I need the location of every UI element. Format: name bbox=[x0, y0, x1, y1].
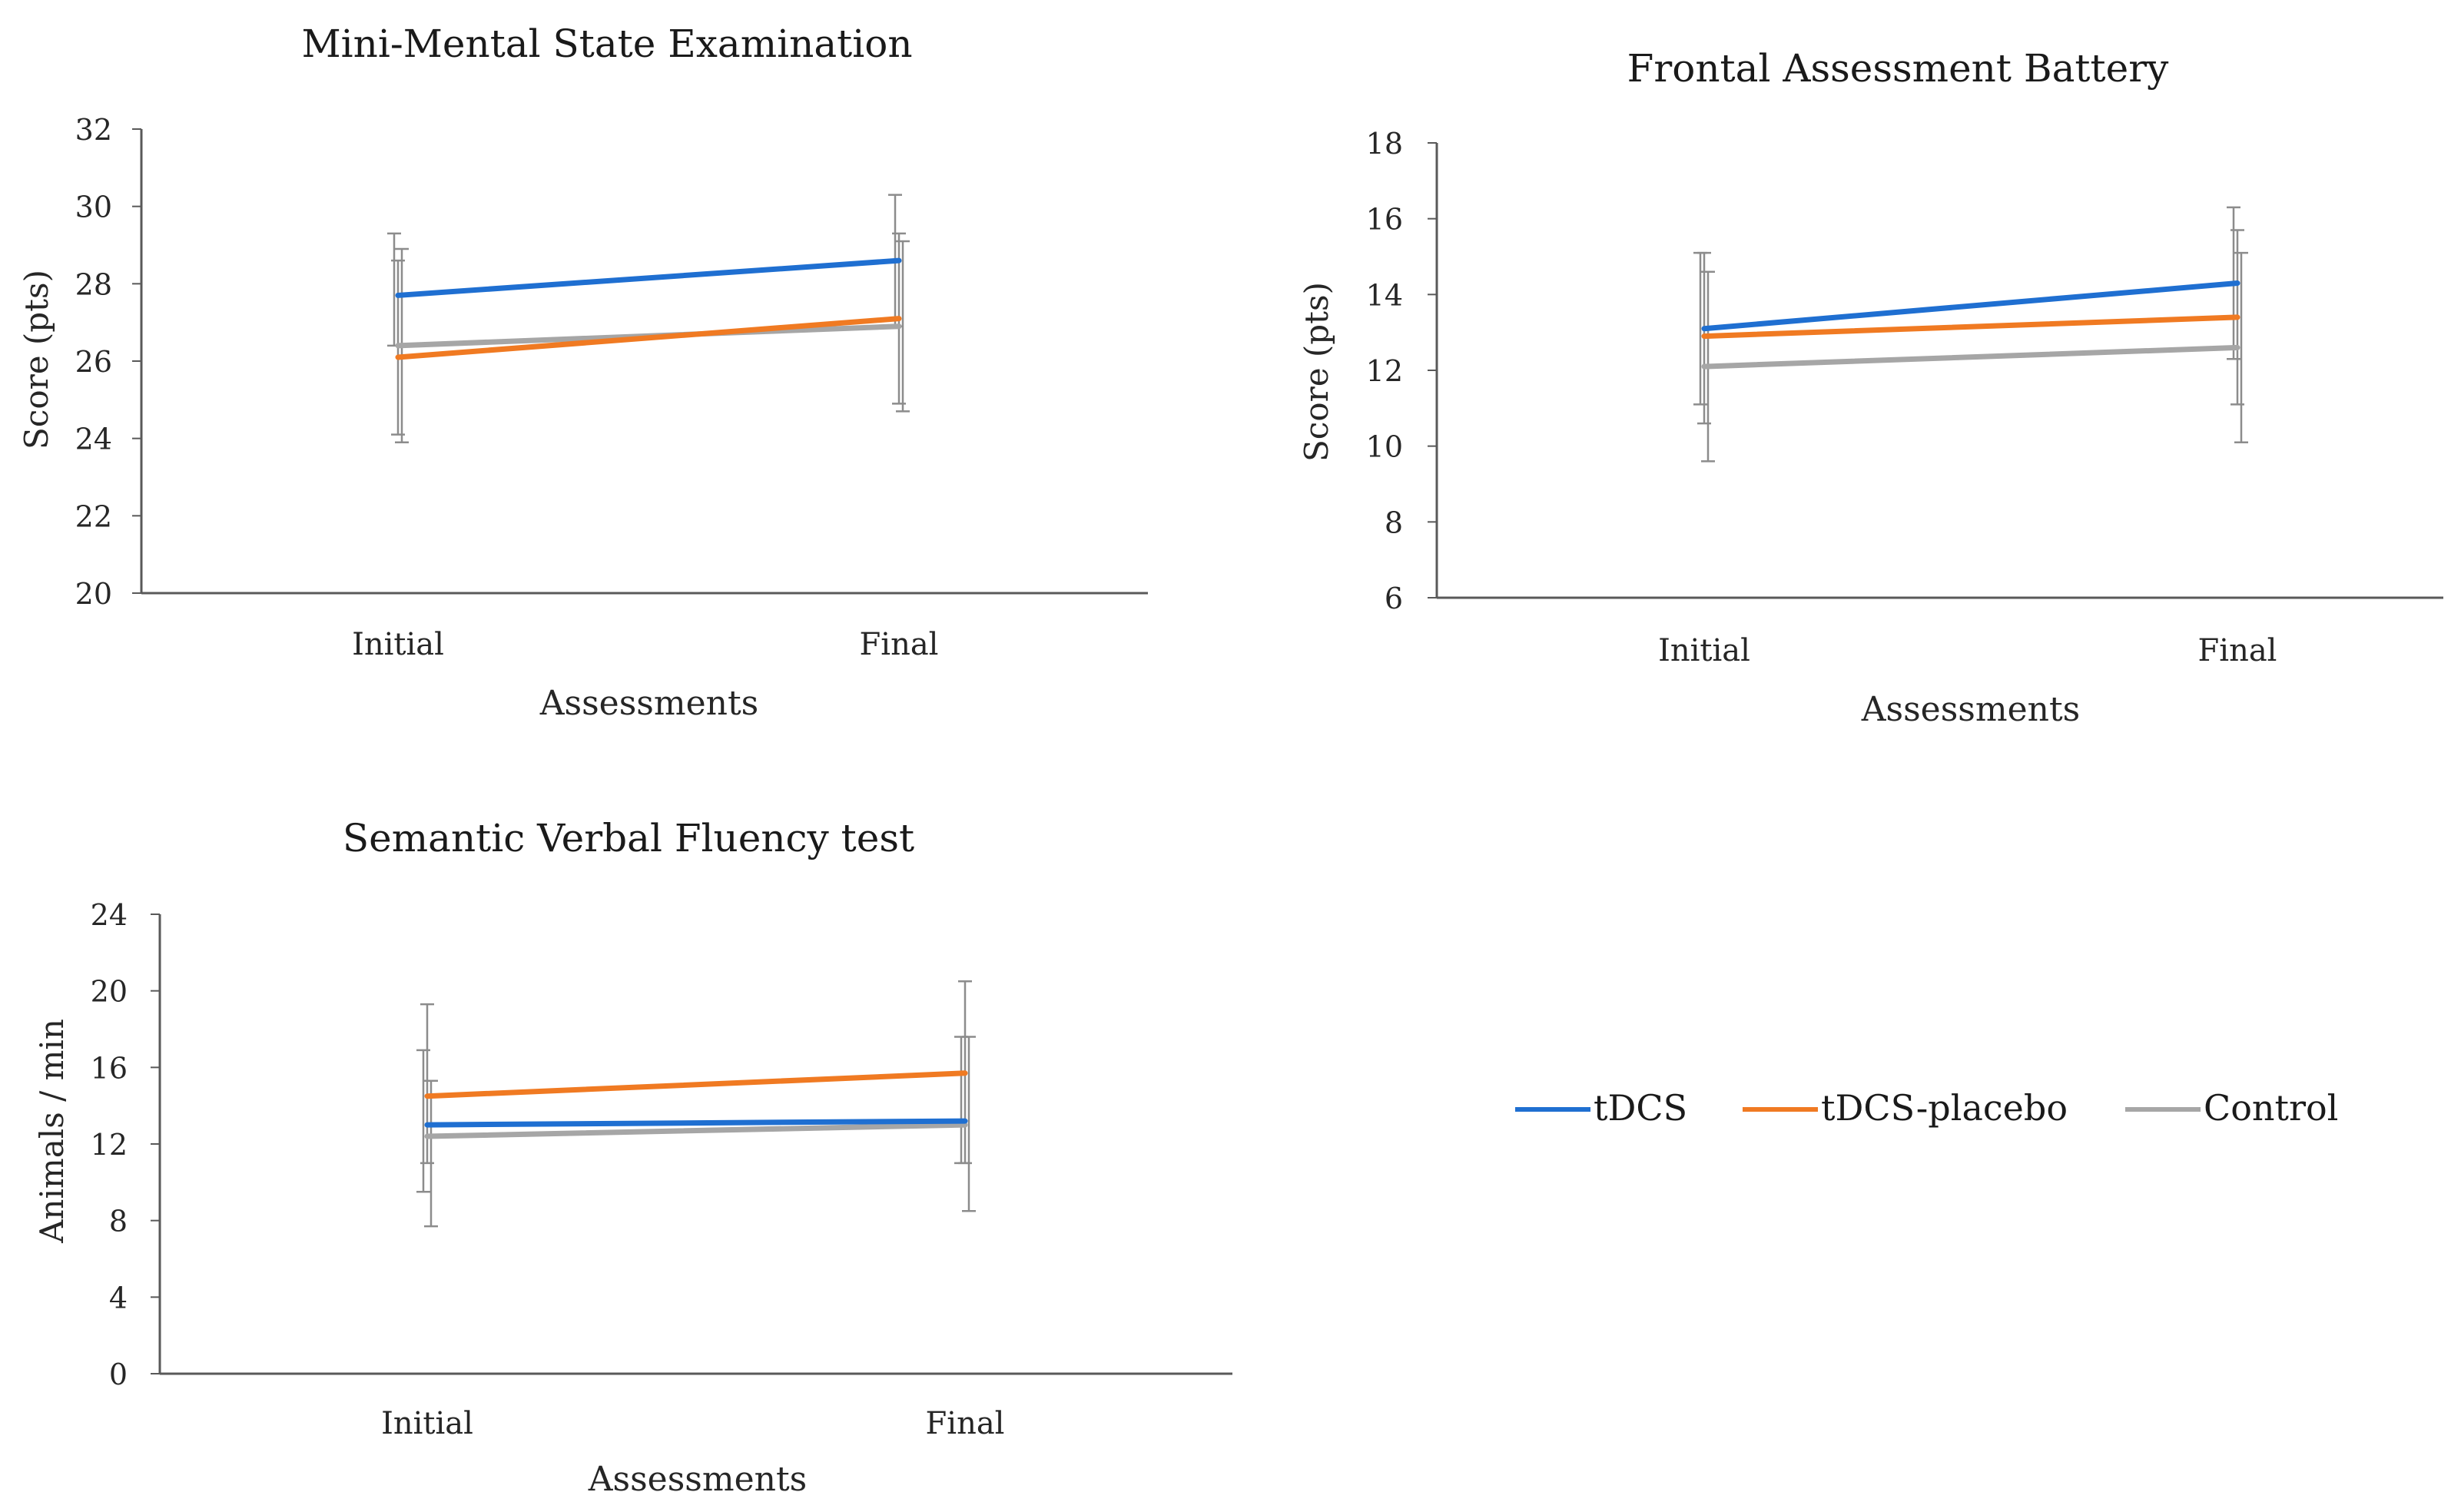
y-tick-label: 0 bbox=[109, 1358, 128, 1391]
chart-mmse: Mini-Mental State Examination Score (pts… bbox=[18, 22, 1148, 723]
y-tick-label: 30 bbox=[75, 191, 112, 224]
legend-item-tdcs: tDCS bbox=[1515, 1087, 1687, 1129]
chart-svf: Semantic Verbal Fluency test Animals / m… bbox=[33, 816, 1232, 1499]
series-line-tdcs-placebo bbox=[1701, 314, 2240, 340]
series-line-tdcs-placebo bbox=[395, 316, 902, 360]
y-tick-label: 18 bbox=[1366, 127, 1403, 161]
y-tick-label: 14 bbox=[1366, 278, 1403, 312]
y-tick-label: 16 bbox=[91, 1051, 128, 1085]
y-tick-label: 12 bbox=[91, 1128, 128, 1162]
y-tick-label: 10 bbox=[1366, 430, 1403, 464]
y-tick-label: 22 bbox=[75, 499, 112, 533]
y-axis-label: Score (pts) bbox=[18, 270, 55, 449]
y-tick-label: 24 bbox=[75, 423, 112, 456]
chart-fab: Frontal Assessment Battery Score (pts) A… bbox=[1298, 46, 2443, 729]
chart-title: Mini-Mental State Examination bbox=[301, 22, 912, 66]
legend-item-control: Control bbox=[2125, 1087, 2338, 1129]
y-tick-label: 16 bbox=[1366, 203, 1403, 237]
x-tick-label: Final bbox=[926, 1406, 1005, 1441]
y-tick-label: 20 bbox=[75, 577, 112, 611]
series-line-tdcs bbox=[395, 257, 902, 298]
x-tick-label: Final bbox=[860, 627, 939, 662]
plot-area: 6 8 10 12 14 16 18 Initial Final bbox=[1366, 127, 2443, 668]
x-tick-label: Final bbox=[2198, 633, 2277, 668]
y-tick-label: 12 bbox=[1366, 354, 1403, 388]
legend-item-tdcs-placebo: tDCS-placebo bbox=[1743, 1087, 2068, 1129]
y-tick-label: 6 bbox=[1385, 582, 1403, 615]
y-tick-label: 20 bbox=[91, 975, 128, 1009]
y-tick-label: 26 bbox=[75, 345, 112, 379]
x-axis-label: Assessments bbox=[539, 684, 759, 723]
plot-area: 0 4 8 12 16 20 24 Initial Final bbox=[91, 898, 1232, 1441]
y-axis-label: Animals / min bbox=[33, 1019, 71, 1244]
y-axis-label: Score (pts) bbox=[1298, 282, 1335, 462]
y-tick-label: 8 bbox=[1385, 506, 1403, 539]
chart-title: Semantic Verbal Fluency test bbox=[343, 816, 914, 860]
x-tick-label: Initial bbox=[381, 1406, 473, 1441]
legend-label-tdcs: tDCS bbox=[1594, 1087, 1687, 1129]
legend: tDCS tDCS-placebo Control bbox=[1515, 1087, 2338, 1129]
y-tick-label: 32 bbox=[75, 113, 112, 147]
legend-label-control: Control bbox=[2204, 1087, 2338, 1129]
y-tick-label: 24 bbox=[91, 898, 128, 932]
plot-area: 20 22 24 26 28 30 32 Initial Final bbox=[75, 113, 1148, 662]
x-tick-label: Initial bbox=[1658, 633, 1750, 668]
x-axis-label: Assessments bbox=[1861, 690, 2081, 729]
series-line-tdcs-placebo bbox=[424, 1070, 968, 1099]
y-tick-label: 8 bbox=[109, 1205, 128, 1238]
x-axis-label: Assessments bbox=[588, 1460, 808, 1499]
series-line-control bbox=[1701, 344, 2240, 370]
chart-title: Frontal Assessment Battery bbox=[1627, 46, 2169, 91]
series-line-tdcs bbox=[424, 1118, 968, 1128]
x-tick-label: Initial bbox=[352, 627, 444, 662]
series-line-tdcs bbox=[1701, 280, 2240, 332]
y-tick-label: 4 bbox=[109, 1281, 128, 1315]
y-tick-label: 28 bbox=[75, 267, 112, 301]
legend-label-tdcs-placebo: tDCS-placebo bbox=[1821, 1087, 2068, 1129]
series-line-control bbox=[424, 1122, 968, 1139]
